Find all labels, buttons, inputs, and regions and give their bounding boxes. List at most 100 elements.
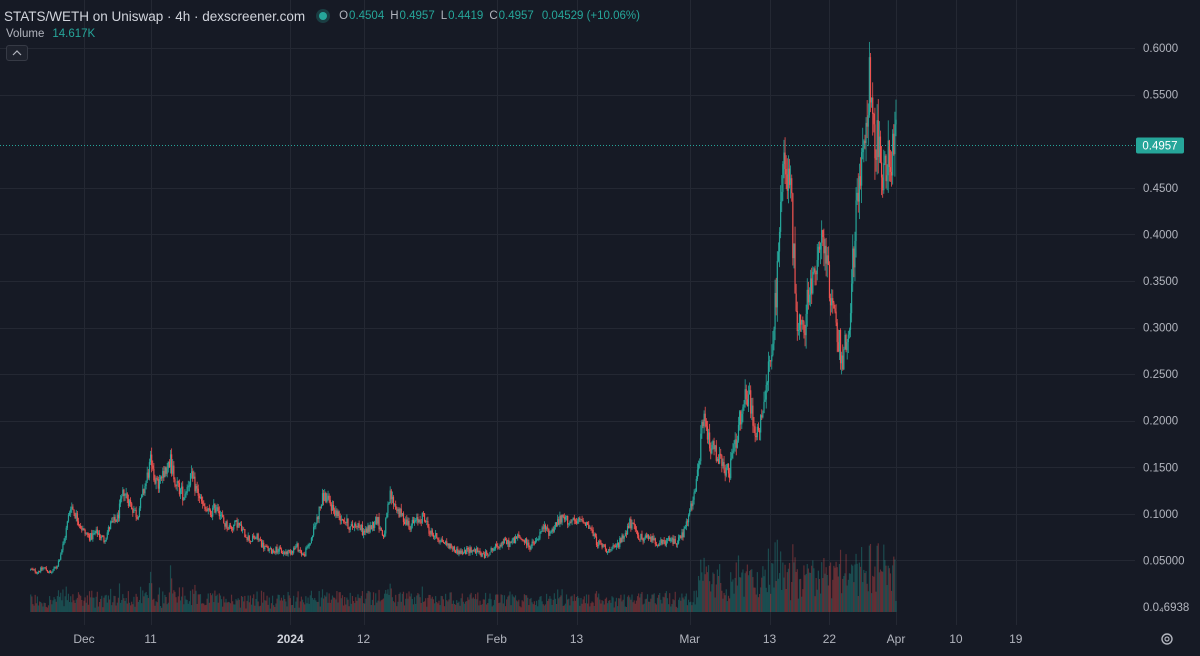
volume-bar — [743, 596, 745, 612]
volume-bar — [432, 599, 435, 612]
candle-body — [269, 548, 271, 550]
candle-body — [732, 450, 734, 453]
candle-body — [56, 566, 58, 568]
volume-bar — [131, 601, 133, 612]
candle-body — [714, 445, 716, 450]
volume-bar — [369, 592, 371, 612]
candle-body — [585, 522, 588, 526]
candle-body — [507, 540, 509, 545]
candle-body — [330, 504, 332, 511]
candle-body — [801, 320, 803, 325]
volume-bar — [526, 595, 528, 612]
volume-bar — [146, 595, 148, 612]
candle-body — [533, 542, 535, 544]
candle-body — [72, 506, 74, 510]
candle-body — [183, 497, 185, 501]
candle-body — [885, 155, 887, 182]
candle-body — [682, 532, 684, 538]
candle-body — [550, 532, 552, 533]
candle-body — [686, 521, 689, 523]
volume-bar — [535, 600, 538, 612]
candle-body — [168, 461, 171, 468]
volume-bar — [833, 565, 835, 612]
candle-body — [197, 488, 199, 496]
candle-body — [785, 168, 787, 175]
x-tick-label: 13 — [763, 632, 777, 646]
candle-body — [553, 527, 555, 532]
candle-body — [893, 133, 895, 155]
volume-bar — [129, 605, 132, 612]
volume-bar — [540, 596, 542, 612]
volume-bar — [277, 594, 279, 612]
volume-bar — [884, 560, 886, 612]
volume-bar — [625, 606, 628, 612]
candle-body — [713, 441, 715, 450]
candle-body — [239, 524, 242, 526]
candle-body — [133, 510, 135, 513]
volume-bar — [539, 596, 541, 612]
volume-bar — [54, 599, 56, 612]
volume-bar — [735, 562, 737, 612]
volume-bar — [413, 597, 416, 612]
volume-bar — [39, 601, 41, 612]
volume-bar — [502, 603, 504, 612]
volume-bar — [365, 598, 367, 612]
candle-body — [32, 569, 34, 571]
candle-body — [892, 133, 894, 176]
volume-bar — [111, 605, 113, 612]
volume-bar — [42, 606, 44, 612]
candle-body — [336, 510, 338, 517]
candle-body — [253, 535, 255, 538]
candle-body — [707, 432, 710, 440]
volume-bar — [328, 593, 330, 612]
volume-bar — [163, 603, 165, 612]
volume-bar — [331, 595, 334, 612]
volume-bar — [287, 591, 289, 612]
candle-body — [303, 554, 305, 555]
volume-bar — [661, 603, 663, 612]
candle-body — [661, 539, 663, 545]
candle-body — [876, 120, 878, 160]
candle-body — [271, 550, 274, 554]
volume-bar — [795, 571, 797, 612]
volume-bar — [57, 590, 60, 612]
volume-bar — [418, 594, 420, 612]
candle-body — [232, 529, 234, 531]
candle-body — [275, 546, 277, 553]
chevron-up-icon — [12, 50, 22, 56]
volume-bar — [835, 561, 837, 612]
high-label: H — [390, 10, 399, 22]
candle-body — [36, 572, 39, 574]
volume-bar — [166, 604, 168, 612]
volume-bar — [212, 593, 214, 612]
candle-body — [802, 320, 804, 322]
volume-bar — [115, 605, 117, 612]
volume-bar — [863, 569, 865, 612]
candle-body — [186, 487, 188, 493]
volume-bar — [161, 607, 163, 612]
volume-bar — [674, 591, 676, 612]
candle-body — [249, 540, 251, 542]
volume-bar — [366, 593, 368, 612]
candle-body — [780, 201, 782, 232]
chart-settings-button[interactable] — [1160, 632, 1174, 646]
volume-bar — [584, 603, 586, 612]
volume-bar — [395, 594, 397, 612]
volume-bar — [298, 607, 300, 612]
candle-body — [654, 538, 656, 545]
candle-body — [144, 486, 146, 494]
volume-bar — [31, 596, 33, 612]
volume-bar — [681, 593, 683, 612]
volume-bar — [466, 601, 468, 612]
candle-body — [606, 551, 609, 553]
candle-body — [340, 519, 342, 521]
candle-body — [153, 468, 155, 481]
volume-bar — [209, 593, 212, 612]
candle-body — [592, 530, 594, 537]
collapse-legend-button[interactable] — [6, 45, 28, 61]
candle-body — [441, 539, 443, 542]
volume-bar — [770, 593, 772, 612]
volume-bar — [543, 605, 545, 612]
